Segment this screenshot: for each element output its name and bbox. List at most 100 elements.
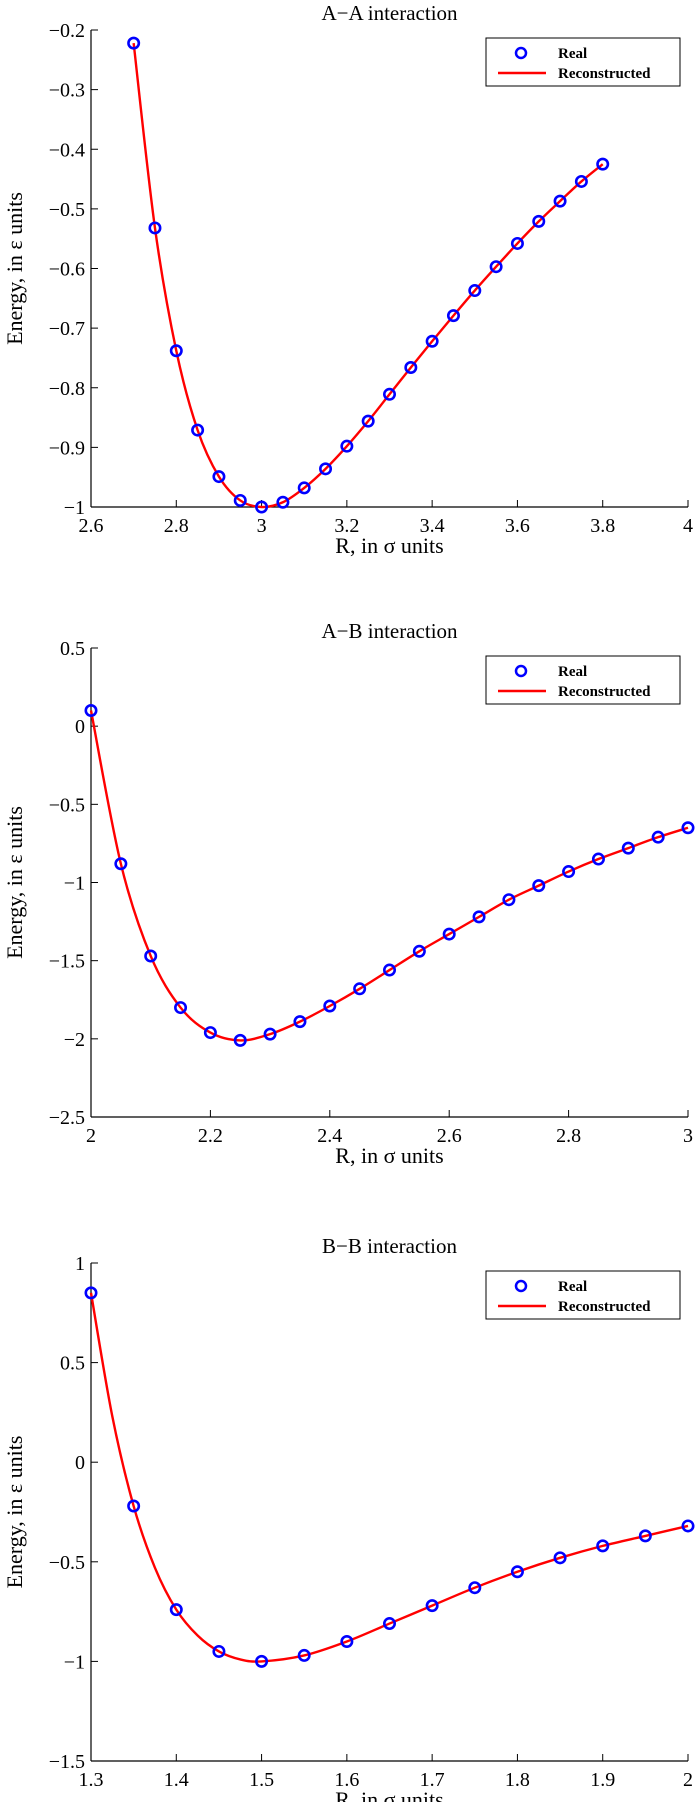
real-data-point: [574, 174, 588, 188]
chart-3: B−B interaction 1.3 1.4 1.5 1.6 1.7 1.8 1.9 2 −1.…: [2, 1234, 695, 1807]
legend-real-marker: [514, 664, 528, 678]
y-tick-label: −0.4: [49, 139, 85, 161]
x-tick-label: 2.2: [198, 1125, 223, 1147]
x-tick-label: 2: [86, 1125, 96, 1147]
real-data-point: [468, 1581, 482, 1595]
real-data-point: [114, 857, 128, 871]
real-data-point: [174, 1001, 188, 1015]
real-data-point: [191, 423, 205, 437]
real-data-point: [144, 949, 158, 963]
x-tick-label: 1.3: [79, 1769, 104, 1791]
x-tick-label: 4: [683, 515, 693, 537]
x-tick-label: 1.8: [505, 1769, 530, 1791]
reconstructed-series-line: [132, 42, 604, 509]
y-tick-label: −0.9: [49, 437, 85, 459]
legend-real-label: Real: [558, 1279, 587, 1295]
real-data-point: [263, 1027, 277, 1041]
x-tick-label: 2: [683, 1769, 693, 1791]
chart-title: A−B interaction: [321, 619, 458, 643]
real-data-point: [553, 1551, 567, 1565]
y-tick-label: −1.5: [49, 1751, 85, 1773]
y-tick-label: −1: [64, 873, 85, 895]
chart-1: A−A interaction 2.6 2.8 3 3.2 3.4 3.6 3.8 4 −1 −0.…: [2, 1, 693, 558]
y-tick-label: −0.8: [49, 378, 85, 400]
legend-reconstructed-label: Reconstructed: [558, 684, 651, 700]
y-tick-label: −2: [64, 1029, 85, 1051]
real-data-point: [502, 893, 516, 907]
y-tick-label: −0.5: [49, 794, 85, 816]
legend-box: [485, 37, 681, 87]
x-tick-label: 3: [683, 1125, 693, 1147]
real-data-point: [591, 852, 605, 866]
x-tick-label: 1.7: [420, 1769, 445, 1791]
real-data-point: [127, 36, 141, 50]
real-data-point: [468, 284, 482, 298]
y-tick-label: 0: [75, 1452, 85, 1474]
real-data-point: [425, 1599, 439, 1613]
real-data-point: [293, 1015, 307, 1029]
chart-title: A−A interaction: [321, 1, 458, 25]
x-tick-label: 1.4: [164, 1769, 189, 1791]
real-data-point: [532, 214, 546, 228]
y-tick-label: −2.5: [49, 1107, 85, 1129]
legend-real-marker: [514, 46, 528, 60]
real-data-point: [510, 236, 524, 250]
x-axis-label: R, in σ units: [335, 533, 443, 558]
x-tick-label: 3.2: [334, 515, 359, 537]
real-data-point: [562, 865, 576, 879]
legend-real-marker: [514, 1279, 528, 1293]
y-tick-label: −0.3: [49, 80, 85, 102]
y-axis-label: Energy, in ε units: [2, 806, 27, 959]
real-data-point: [382, 963, 396, 977]
y-tick-label: −1: [64, 1651, 85, 1673]
y-tick-label: −1.5: [49, 951, 85, 973]
real-data-point: [84, 1286, 98, 1300]
real-data-point: [489, 260, 503, 274]
x-tick-label: 2.6: [437, 1125, 462, 1147]
chart-2: A−B interaction 2 2.2 2.4 2.6 2.8 3 −2.5 −2 −1.5 −…: [2, 619, 695, 1168]
x-tick-label: 2.8: [164, 515, 189, 537]
real-data-point: [425, 334, 439, 348]
real-data-point: [596, 1539, 610, 1553]
legend-reconstructed-label: Reconstructed: [558, 1299, 651, 1315]
reconstructed-series-line: [89, 1292, 689, 1663]
real-data-point: [472, 910, 486, 924]
x-tick-label: 1.5: [249, 1769, 274, 1791]
real-data-point: [446, 309, 460, 323]
y-tick-label: −1: [64, 497, 85, 519]
real-data-point: [84, 704, 98, 718]
x-tick-label: 3: [257, 515, 267, 537]
real-data-point: [169, 1603, 183, 1617]
real-data-point: [233, 493, 247, 507]
x-tick-label: 3.6: [505, 515, 530, 537]
real-data-point: [382, 1617, 396, 1631]
legend-reconstructed-label: Reconstructed: [558, 66, 651, 82]
real-data-point: [412, 944, 426, 958]
real-data-point: [297, 481, 311, 495]
real-data-point: [621, 841, 635, 855]
y-axis-label: Energy, in ε units: [2, 192, 27, 345]
x-tick-label: 1.6: [334, 1769, 359, 1791]
real-data-point: [510, 1565, 524, 1579]
x-tick-label: 1.9: [590, 1769, 615, 1791]
real-data-point: [323, 999, 337, 1013]
y-tick-label: −0.7: [49, 318, 85, 340]
y-tick-label: −0.5: [49, 1552, 85, 1574]
real-data-point: [404, 360, 418, 374]
x-tick-label: 3.4: [420, 515, 445, 537]
real-data-point: [212, 470, 226, 484]
real-data-point: [681, 1519, 695, 1533]
real-data-point: [553, 194, 567, 208]
legend-real-label: Real: [558, 46, 587, 62]
x-axis-label: R, in σ units: [335, 1787, 443, 1802]
x-tick-label: 2.6: [79, 515, 104, 537]
real-data-point: [340, 439, 354, 453]
x-tick-label: 3.8: [590, 515, 615, 537]
y-tick-label: −0.5: [49, 199, 85, 221]
y-tick-label: 0.5: [60, 1353, 85, 1375]
x-axis-label: R, in σ units: [335, 1143, 443, 1168]
y-tick-label: −0.2: [49, 20, 85, 42]
real-data-point: [212, 1644, 226, 1658]
y-tick-label: −0.6: [49, 259, 85, 281]
